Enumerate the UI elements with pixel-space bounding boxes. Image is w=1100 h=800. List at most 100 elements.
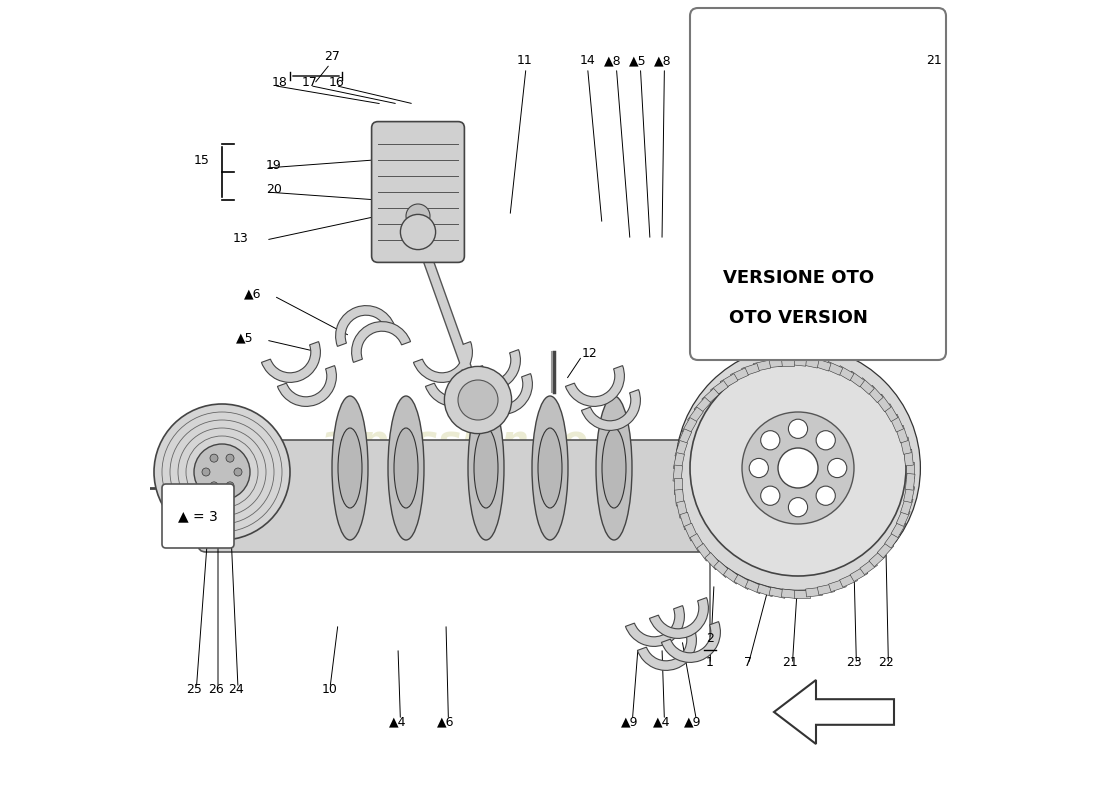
Text: 1: 1 (706, 656, 714, 669)
Text: 12: 12 (582, 347, 597, 360)
Text: OTO VERSION: OTO VERSION (729, 310, 868, 327)
Bar (779, 41, 795, 49)
Bar (778, 358, 794, 366)
Bar (860, 559, 878, 574)
Circle shape (789, 498, 807, 517)
Text: ▲ = 3: ▲ = 3 (178, 509, 218, 523)
Bar (847, 371, 865, 387)
Bar (796, 40, 814, 51)
FancyBboxPatch shape (372, 122, 464, 262)
Circle shape (820, 114, 839, 133)
Bar (767, 213, 784, 226)
Bar (906, 462, 914, 478)
Circle shape (827, 458, 847, 478)
Circle shape (758, 114, 778, 133)
Bar (716, 71, 733, 89)
Text: 11: 11 (517, 54, 532, 67)
Wedge shape (262, 342, 320, 382)
Bar (742, 49, 760, 63)
Circle shape (816, 430, 835, 450)
Circle shape (444, 366, 512, 434)
Bar (785, 217, 802, 226)
Bar (832, 50, 849, 65)
Ellipse shape (532, 396, 568, 540)
Bar (870, 90, 882, 107)
Bar (857, 378, 874, 394)
Wedge shape (461, 350, 520, 390)
Bar (690, 534, 705, 551)
Circle shape (749, 458, 769, 478)
Ellipse shape (332, 396, 368, 540)
Bar (675, 441, 688, 458)
Bar (678, 429, 692, 446)
Wedge shape (565, 366, 625, 406)
Bar (904, 449, 913, 466)
Text: 16: 16 (329, 76, 344, 89)
Bar (776, 215, 793, 226)
Bar (674, 478, 682, 494)
Text: 15: 15 (194, 154, 210, 166)
Bar (749, 206, 767, 221)
Bar (814, 42, 833, 56)
Bar (871, 153, 886, 170)
Bar (758, 210, 776, 224)
Bar (707, 159, 719, 177)
Bar (711, 79, 727, 97)
FancyBboxPatch shape (162, 484, 234, 548)
Bar (673, 465, 683, 482)
Bar (877, 541, 894, 558)
Bar (883, 404, 898, 422)
Text: 19: 19 (266, 159, 282, 172)
Ellipse shape (468, 396, 504, 540)
Circle shape (202, 468, 210, 476)
Bar (879, 117, 887, 133)
Text: 20: 20 (266, 183, 282, 196)
Bar (859, 74, 874, 91)
Bar (711, 381, 728, 396)
Bar (728, 58, 746, 74)
Bar (839, 574, 857, 587)
Wedge shape (277, 366, 337, 406)
Bar (754, 360, 771, 371)
Bar (724, 568, 741, 584)
Bar (734, 574, 752, 590)
Circle shape (789, 145, 808, 164)
Bar (862, 170, 879, 187)
Bar (891, 520, 906, 538)
Bar (868, 162, 882, 179)
Bar (857, 178, 873, 194)
Bar (720, 182, 736, 200)
Text: 13: 13 (232, 232, 249, 245)
Circle shape (704, 29, 893, 218)
Ellipse shape (596, 396, 632, 540)
Circle shape (811, 92, 830, 111)
Bar (680, 512, 692, 530)
Wedge shape (426, 366, 484, 406)
Bar (795, 217, 811, 225)
Bar (781, 589, 799, 598)
Text: 25: 25 (186, 683, 202, 696)
Circle shape (234, 468, 242, 476)
Circle shape (768, 92, 786, 111)
Text: ▲4: ▲4 (389, 716, 407, 729)
Wedge shape (473, 374, 532, 414)
Text: 17: 17 (302, 76, 318, 89)
Bar (896, 509, 910, 526)
Circle shape (778, 448, 818, 488)
Circle shape (690, 360, 906, 576)
Circle shape (226, 482, 234, 490)
Bar (836, 366, 854, 381)
Bar (823, 46, 840, 60)
Bar (682, 418, 697, 435)
Text: 7: 7 (745, 656, 752, 669)
Circle shape (406, 204, 430, 228)
Wedge shape (336, 306, 395, 346)
Bar (821, 208, 838, 221)
Bar (741, 363, 759, 376)
Circle shape (194, 444, 250, 500)
Bar (837, 198, 855, 213)
Bar (715, 175, 730, 193)
Wedge shape (661, 622, 721, 662)
Text: 23: 23 (846, 656, 862, 669)
Bar (694, 398, 711, 414)
